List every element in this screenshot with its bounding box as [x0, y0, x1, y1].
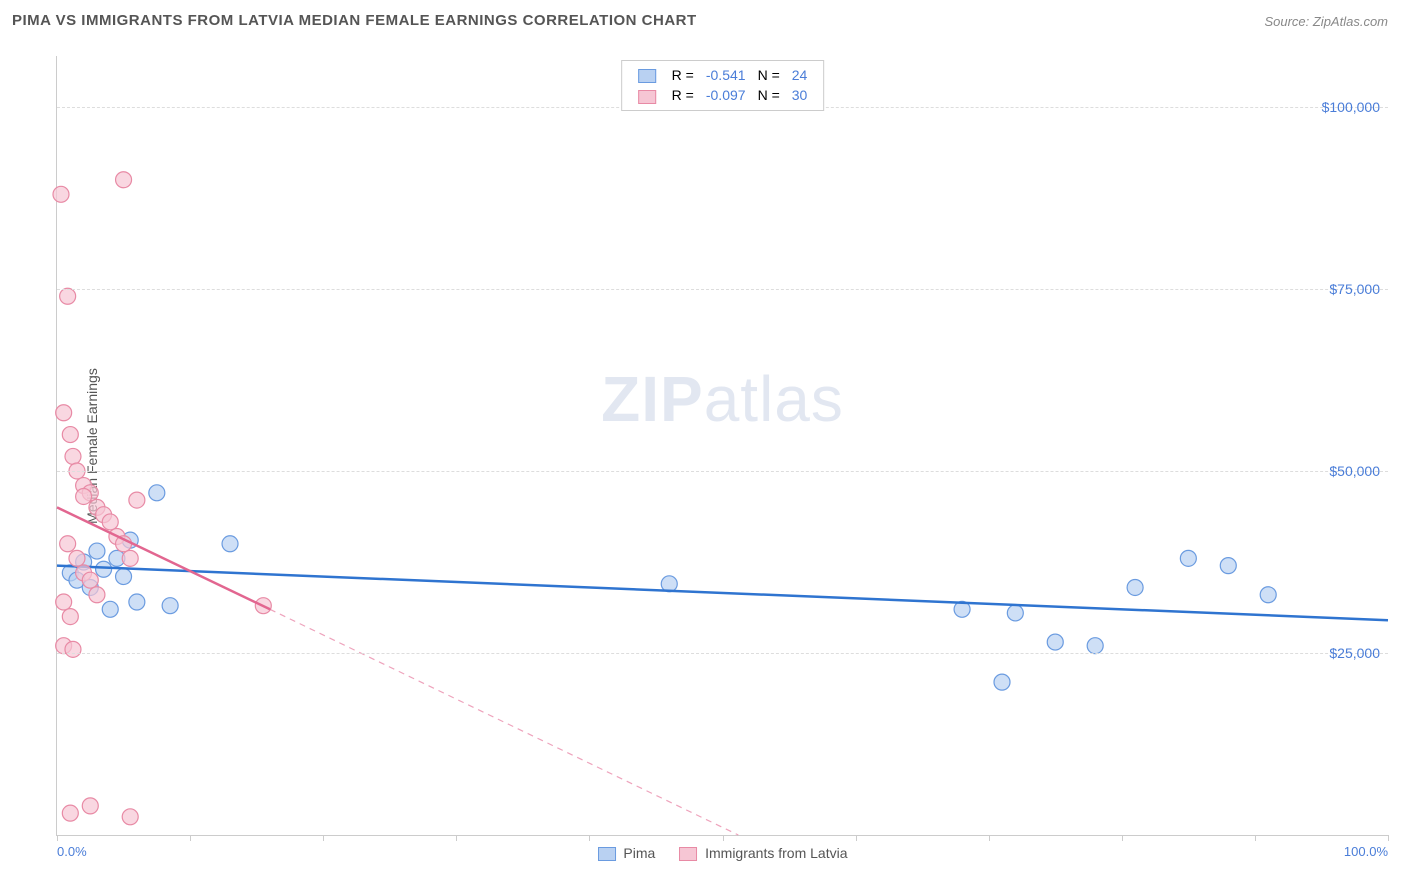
data-point-latvia — [82, 572, 98, 588]
trend-line-pima — [57, 566, 1388, 621]
data-point-latvia — [129, 492, 145, 508]
x-tick — [723, 835, 724, 841]
gridline — [57, 653, 1388, 654]
data-point-pima — [1127, 579, 1143, 595]
r-label: R = — [672, 67, 694, 83]
x-tick — [1122, 835, 1123, 841]
x-tick — [1388, 835, 1389, 841]
data-point-pima — [222, 536, 238, 552]
data-point-pima — [129, 594, 145, 610]
swatch-latvia — [679, 847, 697, 861]
stats-row-pima: R = -0.541 N = 24 — [632, 65, 814, 85]
data-point-latvia — [69, 550, 85, 566]
y-tick-label: $100,000 — [1322, 99, 1380, 115]
chart-title: PIMA VS IMMIGRANTS FROM LATVIA MEDIAN FE… — [12, 12, 697, 29]
legend-label-latvia: Immigrants from Latvia — [705, 845, 847, 861]
data-point-pima — [1007, 605, 1023, 621]
data-point-pima — [96, 561, 112, 577]
data-point-latvia — [53, 186, 69, 202]
data-point-latvia — [62, 609, 78, 625]
x-tick-label-max: 100.0% — [1344, 844, 1388, 859]
y-tick-label: $50,000 — [1329, 463, 1380, 479]
data-point-pima — [116, 569, 132, 585]
swatch-pima — [598, 847, 616, 861]
data-point-latvia — [65, 448, 81, 464]
legend-label-pima: Pima — [623, 845, 655, 861]
stats-legend: R = -0.541 N = 24 R = -0.097 N = 30 — [621, 60, 825, 111]
data-point-pima — [1180, 550, 1196, 566]
data-point-latvia — [76, 488, 92, 504]
x-tick — [323, 835, 324, 841]
data-point-latvia — [122, 809, 138, 825]
data-point-latvia — [56, 594, 72, 610]
x-tick — [856, 835, 857, 841]
y-tick-label: $75,000 — [1329, 281, 1380, 297]
data-point-pima — [162, 598, 178, 614]
data-point-latvia — [65, 641, 81, 657]
x-tick — [989, 835, 990, 841]
data-point-latvia — [116, 172, 132, 188]
x-tick — [1255, 835, 1256, 841]
data-point-latvia — [62, 805, 78, 821]
swatch-latvia — [638, 90, 656, 104]
data-point-pima — [994, 674, 1010, 690]
data-point-latvia — [56, 405, 72, 421]
data-point-pima — [102, 601, 118, 617]
n-label: N = — [758, 87, 780, 103]
legend-item-latvia: Immigrants from Latvia — [679, 845, 847, 861]
x-tick — [57, 835, 58, 841]
data-point-latvia — [102, 514, 118, 530]
data-point-pima — [1087, 638, 1103, 654]
legend-item-pima: Pima — [598, 845, 656, 861]
data-point-pima — [149, 485, 165, 501]
r-value-pima: -0.541 — [700, 65, 752, 85]
n-value-latvia: 30 — [786, 85, 814, 105]
n-value-pima: 24 — [786, 65, 814, 85]
data-point-latvia — [62, 427, 78, 443]
data-point-latvia — [82, 798, 98, 814]
data-point-pima — [1220, 558, 1236, 574]
data-point-latvia — [60, 536, 76, 552]
series-legend: Pima Immigrants from Latvia — [588, 845, 858, 861]
x-tick — [190, 835, 191, 841]
x-tick-label-min: 0.0% — [57, 844, 87, 859]
data-point-pima — [1047, 634, 1063, 650]
trend-extension-latvia — [270, 609, 738, 835]
n-label: N = — [758, 67, 780, 83]
x-tick — [456, 835, 457, 841]
r-label: R = — [672, 87, 694, 103]
data-point-pima — [89, 543, 105, 559]
r-value-latvia: -0.097 — [700, 85, 752, 105]
data-point-latvia — [89, 587, 105, 603]
x-tick — [589, 835, 590, 841]
swatch-pima — [638, 69, 656, 83]
plot-svg — [57, 56, 1388, 835]
data-point-pima — [1260, 587, 1276, 603]
gridline — [57, 289, 1388, 290]
data-point-latvia — [60, 288, 76, 304]
data-point-latvia — [122, 550, 138, 566]
stats-row-latvia: R = -0.097 N = 30 — [632, 85, 814, 105]
gridline — [57, 471, 1388, 472]
correlation-chart: PIMA VS IMMIGRANTS FROM LATVIA MEDIAN FE… — [8, 8, 1398, 884]
plot-area: ZIPatlas R = -0.541 N = 24 R = -0.097 N … — [56, 56, 1388, 836]
source-attribution: Source: ZipAtlas.com — [1264, 14, 1388, 29]
y-tick-label: $25,000 — [1329, 645, 1380, 661]
